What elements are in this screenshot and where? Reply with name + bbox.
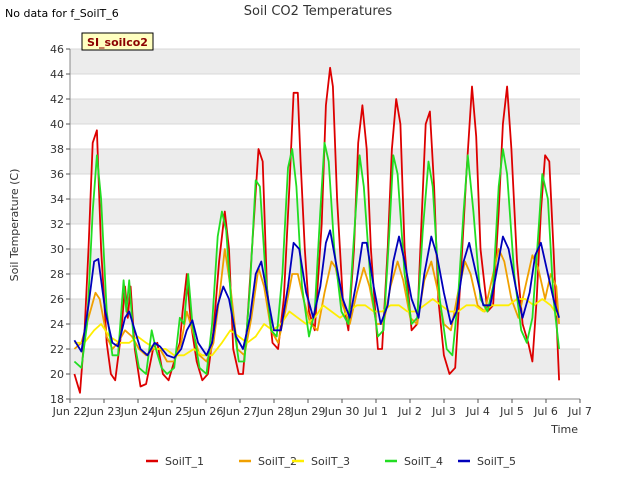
x-tick-label: Jun 23 bbox=[86, 405, 122, 418]
y-tick-label: 40 bbox=[50, 118, 64, 131]
series-line-soilt-1 bbox=[73, 66, 560, 394]
legend-label: SoilT_3 bbox=[311, 455, 350, 468]
series-lines bbox=[73, 66, 560, 394]
series-line-soilt-4 bbox=[73, 141, 560, 375]
x-tick-label: Jun 28 bbox=[256, 405, 292, 418]
y-tick-label: 24 bbox=[50, 318, 64, 331]
legend: SoilT_1 SoilT_2 SoilT_3 SoilT_4 SoilT_5 bbox=[146, 455, 516, 468]
y-tick-label: 20 bbox=[50, 368, 64, 381]
x-tick-label: Jun 22 bbox=[52, 405, 88, 418]
site-badge-box bbox=[81, 32, 154, 51]
x-tick-label: Jul 2 bbox=[397, 405, 422, 418]
y-tick-label: 22 bbox=[50, 343, 64, 356]
series-line-soilt-5 bbox=[73, 229, 560, 359]
x-tick-label: Jul 6 bbox=[533, 405, 558, 418]
x-tick-label: Jun 30 bbox=[324, 405, 360, 418]
x-tick-label: Jul 1 bbox=[363, 405, 388, 418]
x-tick-label: Jul 4 bbox=[465, 405, 490, 418]
x-tick-label: Jul 3 bbox=[431, 405, 456, 418]
y-tick-label: 28 bbox=[50, 268, 64, 281]
series-line-soilt-3 bbox=[74, 298, 560, 357]
y-tick-label: 38 bbox=[50, 143, 64, 156]
site-badge: SI_soilco2 bbox=[81, 32, 154, 51]
y-axis-ticks: 18 20 22 24 26 28 30 32 34 36 38 40 42 44 46 bbox=[50, 43, 70, 406]
y-tick-label: 46 bbox=[50, 43, 64, 56]
plot-band bbox=[70, 299, 580, 324]
legend-label: SoilT_2 bbox=[258, 455, 297, 468]
site-badge-label: SI_soilco2 bbox=[87, 36, 148, 49]
legend-label: SoilT_4 bbox=[404, 455, 443, 468]
x-tick-label: Jun 25 bbox=[154, 405, 190, 418]
no-data-note: No data for f_SoilT_6 bbox=[5, 7, 119, 20]
chart-title: Soil CO2 Temperatures bbox=[244, 4, 393, 19]
y-tick-label: 26 bbox=[50, 293, 64, 306]
plot-band bbox=[70, 199, 580, 224]
y-axis-label: Soil Temperature (C) bbox=[8, 169, 21, 282]
y-tick-label: 32 bbox=[50, 218, 64, 231]
y-tick-label: 30 bbox=[50, 243, 64, 256]
y-tick-label: 34 bbox=[50, 193, 64, 206]
y-tick-label: 42 bbox=[50, 93, 64, 106]
x-tick-label: Jun 24 bbox=[120, 405, 156, 418]
y-tick-label: 44 bbox=[50, 68, 64, 81]
y-tick-label: 18 bbox=[50, 393, 64, 406]
x-tick-label: Jul 5 bbox=[499, 405, 524, 418]
x-tick-label: Jul 7 bbox=[567, 405, 592, 418]
legend-label: SoilT_5 bbox=[477, 455, 516, 468]
plot-band bbox=[70, 349, 580, 374]
x-axis-label: Time bbox=[550, 423, 578, 436]
plot-band bbox=[70, 49, 580, 74]
x-tick-label: Jun 29 bbox=[290, 405, 326, 418]
legend-label: SoilT_1 bbox=[165, 455, 204, 468]
x-axis-ticks: Jun 22 Jun 23 Jun 24 Jun 25 Jun 26 Jun 27 Jun … bbox=[52, 399, 592, 418]
y-tick-label: 36 bbox=[50, 168, 64, 181]
x-tick-label: Jun 26 bbox=[188, 405, 224, 418]
x-tick-label: Jun 27 bbox=[222, 405, 258, 418]
